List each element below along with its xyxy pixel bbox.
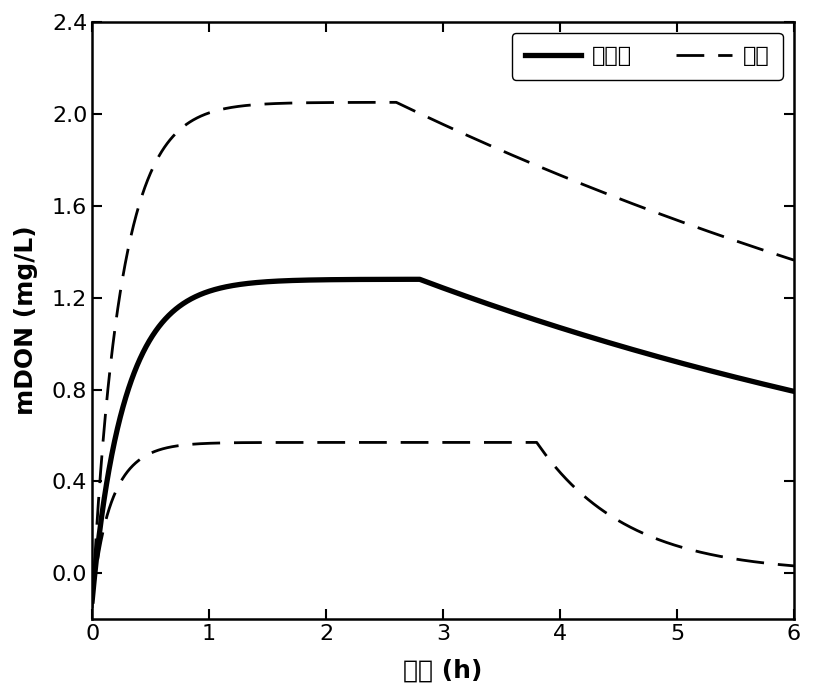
模拟值 — [87, 596, 97, 605]
误差 — [410, 107, 420, 116]
模拟值 — [789, 387, 799, 395]
误差 — [123, 246, 133, 254]
误差 — [641, 205, 650, 213]
Legend: 模拟值, 误差: 模拟值, 误差 — [512, 33, 783, 79]
Y-axis label: mDON (mg/L): mDON (mg/L) — [14, 226, 37, 416]
Line: 模拟值: 模拟值 — [92, 279, 794, 601]
误差 — [87, 603, 97, 612]
Line: 误差: 误差 — [92, 102, 794, 608]
模拟值 — [429, 280, 438, 289]
误差 — [789, 256, 799, 264]
模拟值 — [410, 275, 420, 283]
模拟值 — [123, 386, 133, 395]
误差 — [429, 116, 438, 125]
模拟值 — [641, 349, 650, 357]
模拟值 — [769, 383, 779, 391]
X-axis label: 时间 (h): 时间 (h) — [403, 658, 482, 682]
误差 — [769, 249, 778, 258]
误差 — [769, 249, 779, 258]
模拟值 — [415, 275, 425, 283]
误差 — [391, 98, 401, 106]
模拟值 — [769, 382, 778, 390]
